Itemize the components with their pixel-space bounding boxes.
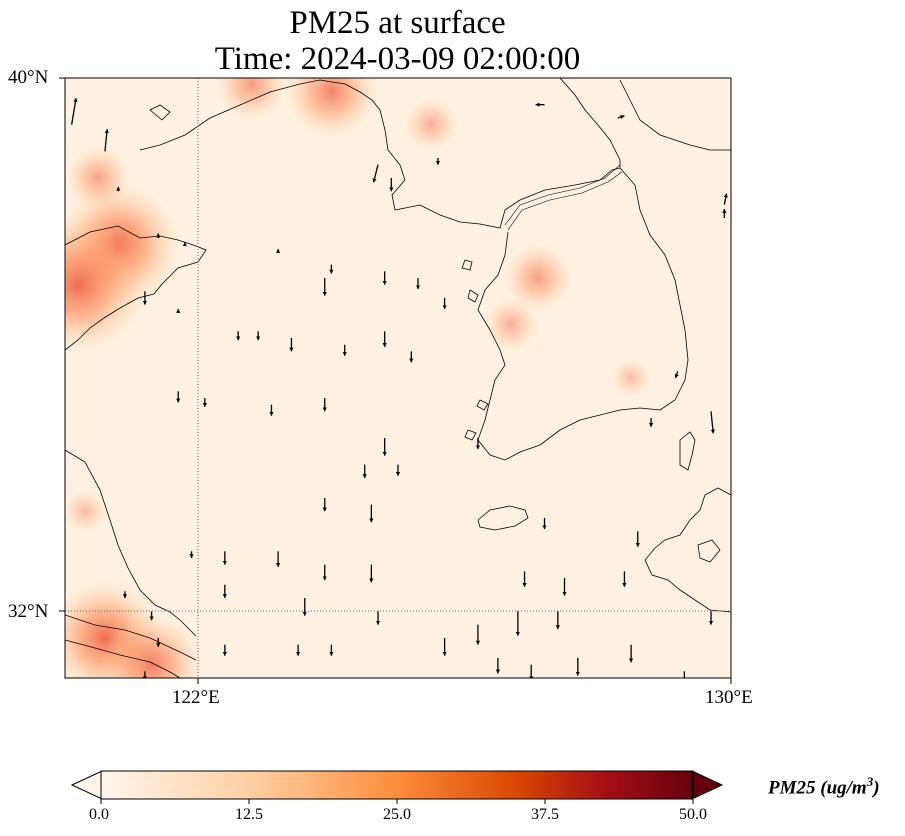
pm25-field — [65, 78, 653, 678]
wind-arrow — [71, 97, 78, 125]
colorbar-title-text: PM25 (ug/m — [768, 777, 867, 799]
lon-label-130: 130°E — [705, 687, 753, 708]
liaodong-coastline — [139, 79, 381, 151]
colorbar-tick-2: 25.0 — [383, 806, 411, 823]
colorbar-title: PM25 (ug/m3) — [768, 774, 880, 799]
pm25-hotspot — [610, 357, 653, 399]
wind-arrow — [372, 164, 379, 183]
dmz-border — [504, 164, 621, 226]
coastlines — [65, 78, 731, 678]
pm25-hotspot — [502, 242, 574, 314]
china-coastline — [65, 225, 207, 351]
korea-west-islands — [461, 259, 489, 441]
colorbar-max-extend — [691, 770, 724, 800]
jiangsu-coastline — [65, 449, 197, 637]
wind-arrow — [674, 371, 679, 379]
wind-arrow — [104, 128, 109, 152]
pm25-hotspot — [65, 144, 132, 212]
north-korea-east-coast — [559, 78, 621, 168]
korea-east-coast — [619, 167, 689, 411]
colorbar-tick-0: 0.0 — [89, 806, 109, 823]
kyushu-coast — [644, 487, 731, 613]
pm25-hotspot — [403, 96, 460, 153]
pm25-hotspot — [214, 78, 289, 122]
north-korea-west-coast — [379, 109, 621, 229]
jeju-island — [477, 505, 529, 531]
bohai-islands — [149, 104, 171, 121]
colorbar-tick-4: 50.0 — [679, 806, 707, 823]
pm25-hotspot — [65, 215, 148, 355]
lat-label-40: 40°N — [8, 67, 49, 88]
plot-timestamp: Time: 2024-03-09 02:00:00 — [214, 41, 581, 77]
colorbar-min-extend — [70, 770, 103, 800]
south-korea-west-coast — [477, 231, 661, 461]
tsushima-island — [679, 431, 696, 471]
wind-arrow — [617, 115, 625, 119]
lon-label-122: 122°E — [172, 687, 220, 708]
wind-arrow — [710, 411, 715, 434]
wind-arrow — [723, 193, 728, 205]
pm25-hotspot — [283, 78, 380, 140]
colorbar — [70, 770, 724, 804]
pm25-hotspot — [99, 613, 204, 678]
shanghai-coast — [65, 639, 181, 678]
colorbar-tick-1: 12.5 — [235, 806, 263, 823]
colorbar-tick-3: 37.5 — [531, 806, 559, 823]
plot-title: PM25 at surface — [289, 5, 506, 41]
lat-label-32: 32°N — [8, 601, 49, 622]
yangtze-estuary — [65, 614, 197, 661]
map-frame — [64, 77, 732, 679]
colorbar-title-close: ) — [873, 777, 880, 799]
pm25-hotspot — [483, 296, 540, 353]
pm25-hotspot — [65, 488, 108, 535]
colorbar-title-sup: 3 — [866, 774, 874, 789]
colorbar-ramp — [101, 771, 693, 799]
